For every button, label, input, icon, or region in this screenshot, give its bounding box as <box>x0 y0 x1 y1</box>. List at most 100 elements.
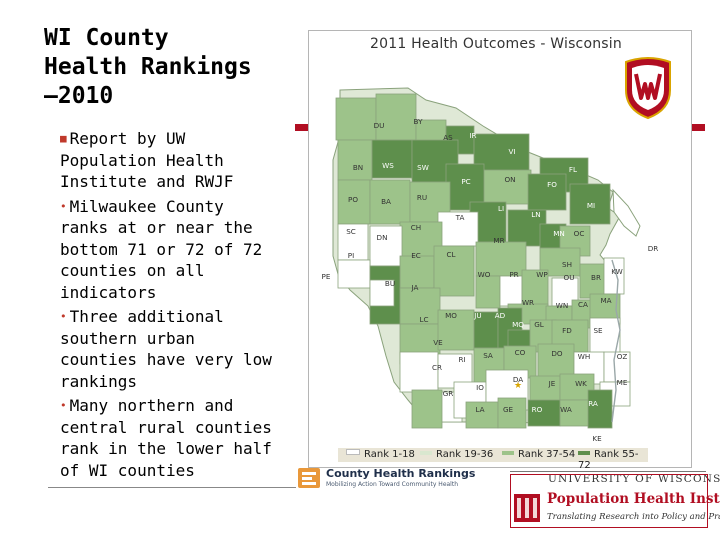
county-po <box>337 179 371 225</box>
county-label-ad: AD <box>495 311 506 320</box>
county-tiles <box>335 93 631 429</box>
county-label-pi: PI <box>348 251 354 260</box>
county-label-kw: KW <box>611 267 623 276</box>
county-wo <box>475 275 501 309</box>
legend-swatch <box>578 451 590 455</box>
county-label-wr: WR <box>522 298 534 307</box>
county-label-bn: BN <box>353 163 363 172</box>
county-ta <box>437 211 479 247</box>
county-bu <box>369 279 395 307</box>
county-label-ru: RU <box>417 193 427 202</box>
county-ec <box>399 255 435 289</box>
county-label-ou: OU <box>564 273 575 282</box>
county-ge <box>497 397 527 429</box>
county-ba <box>369 179 411 225</box>
county-la <box>465 401 499 429</box>
county-label-sc: SC <box>346 227 356 236</box>
county-label-ec: EC <box>411 251 421 260</box>
county-label-ri: RI <box>458 355 465 364</box>
bullet-text: Milwaukee County ranks at or near the bo… <box>60 196 263 302</box>
county-ws <box>371 139 413 179</box>
uw-wordmark: UNIVERSITY OF WISCONSIN <box>548 473 720 485</box>
county-by <box>375 93 417 141</box>
legend-label: Rank 1-18 <box>364 449 415 460</box>
county-label-sh: SH <box>562 260 572 269</box>
county-wp <box>521 269 549 309</box>
county-label-fo: FO <box>547 180 557 189</box>
chr-logo-icon <box>298 468 320 488</box>
county-label-me: ME <box>617 378 628 387</box>
county-label-ge: GE <box>503 405 514 414</box>
county-label-fd: FD <box>562 326 572 335</box>
county-label-oc: OC <box>574 229 585 238</box>
slide-title: WI County Health Rankings —2010 <box>44 25 252 109</box>
phi-name: Population Health Institute <box>547 491 720 507</box>
legend-label: Rank 37-54 <box>518 449 576 460</box>
county-ra <box>587 389 613 429</box>
phi-logo-frame <box>510 474 708 528</box>
county-label-vi: VI <box>508 147 515 156</box>
bullet-marker-icon: • <box>60 310 67 323</box>
bullet-item: • Three additional southern urban countie… <box>60 306 275 392</box>
county-label-pr: PR <box>509 270 518 279</box>
county-label-pc: PC <box>461 177 470 186</box>
county-cl <box>433 245 475 297</box>
county-label-li: LI <box>498 204 504 213</box>
legend-swatch <box>502 451 514 455</box>
county-label-wa: WA <box>560 405 572 414</box>
county-label-ke: KE <box>592 434 602 443</box>
map-legend: Rank 1-18 Rank 19-36 Rank 37-54 Rank 55-… <box>338 448 648 471</box>
wisconsin-map: DU BY AS IR VI BN WS SW FL ON PC FO PO BA RU MI LI LN TA MN… <box>322 87 659 443</box>
bullet-item: • Many northern and central rural countie… <box>60 395 275 481</box>
bullet-marker-icon: • <box>60 199 67 213</box>
county-labels: DU BY AS IR VI BN WS SW FL ON PC FO PO BA RU MI LI LN TA MN… <box>322 117 659 443</box>
county-label-mq: MQ <box>512 320 524 329</box>
county-label-wp: WP <box>536 270 548 279</box>
county-ou <box>551 277 579 307</box>
county-label-sw: SW <box>417 163 429 172</box>
county-fo <box>527 173 567 211</box>
county-mi <box>569 183 611 225</box>
county-pi <box>337 259 371 289</box>
county-label-mi: MI <box>587 201 595 210</box>
county-label-ws: WS <box>382 161 394 170</box>
county-label-pe: PE <box>322 272 331 281</box>
county-label-mr: MR <box>493 236 504 245</box>
county-label-ja: JA <box>411 283 419 292</box>
county-kw <box>603 257 625 295</box>
county-pr <box>499 275 523 307</box>
county-label-wn: WN <box>556 301 568 310</box>
county-label-ch: CH <box>411 223 421 232</box>
county-label-cr: CR <box>432 363 442 372</box>
county-label-fl: FL <box>569 165 577 174</box>
county-label-oz: OZ <box>617 352 628 361</box>
county-label-ra: RA <box>588 399 598 408</box>
county-label-po: PO <box>348 195 358 204</box>
county-label-by: BY <box>414 117 424 126</box>
county-label-wk: WK <box>575 379 587 388</box>
uw-divider <box>510 471 706 472</box>
phi-tagline: Translating Research into Policy and Pra… <box>547 512 720 522</box>
county-label-mo: MO <box>445 311 457 320</box>
legend-item: Rank 55-72 <box>578 449 648 471</box>
county-label-wo: WO <box>478 270 491 279</box>
chr-logo-subtitle: Mobilizing Action Toward Community Healt… <box>326 481 459 488</box>
county-label-do: DO <box>551 349 563 358</box>
county-label-bu: BU <box>385 279 395 288</box>
county-label-ma: MA <box>600 296 611 305</box>
building-icon <box>514 494 540 522</box>
bullet-list: ■ Report by UW Population Health Institut… <box>60 128 275 484</box>
county-label-da: DA <box>513 375 523 384</box>
county-label-sa: SA <box>483 351 493 360</box>
county-mr <box>475 241 527 277</box>
county-label-la: LA <box>475 405 484 414</box>
county-label-cl: CL <box>446 250 455 259</box>
county-label-du: DU <box>374 121 385 130</box>
bullet-marker-icon: ■ <box>60 132 67 145</box>
bullet-marker-icon: • <box>60 399 67 412</box>
county-label-io: IO <box>476 383 484 392</box>
legend-label: Rank 55-72 <box>578 449 639 471</box>
county-label-tr: TR <box>378 284 388 293</box>
county-label-br: BR <box>591 273 601 282</box>
county-label-ln: LN <box>531 210 540 219</box>
